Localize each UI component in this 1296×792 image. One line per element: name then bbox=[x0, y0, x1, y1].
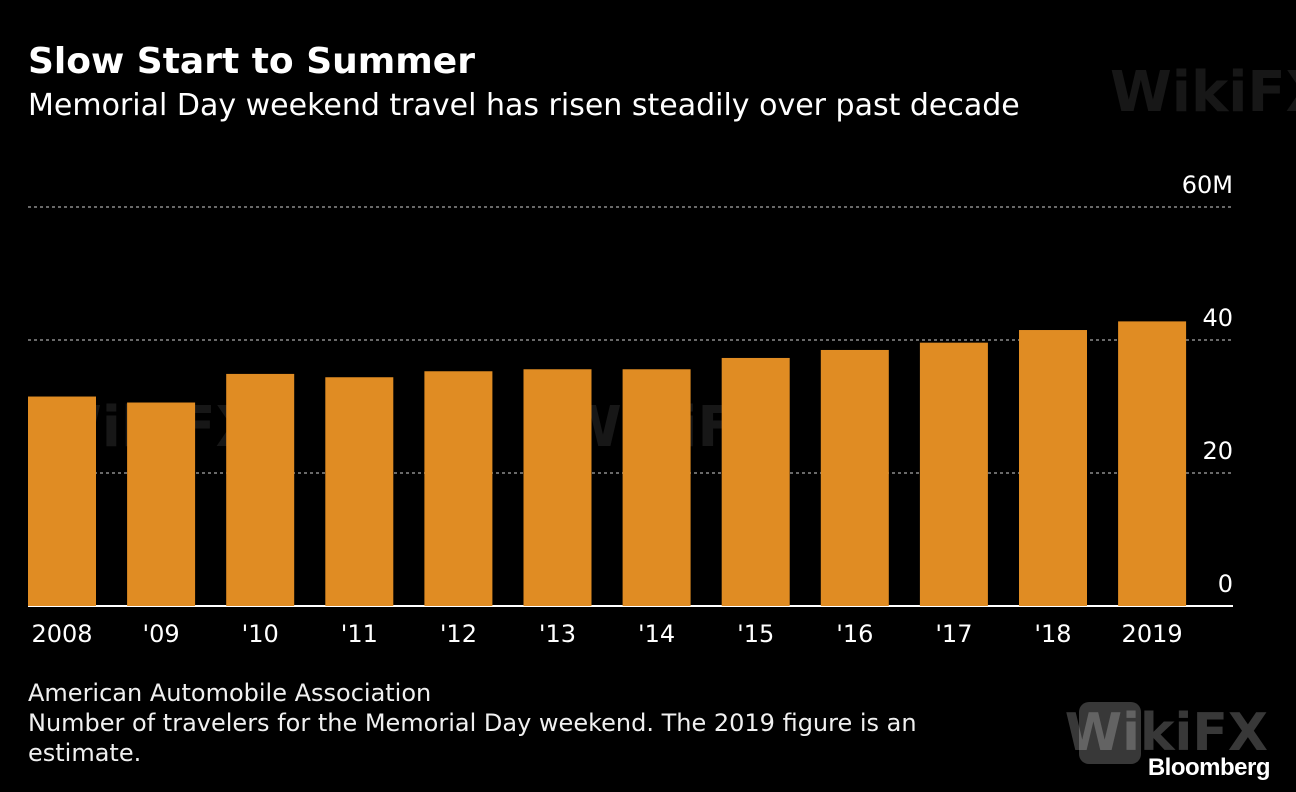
x-tick-label: '09 bbox=[143, 620, 180, 648]
x-tick-label: '11 bbox=[341, 620, 378, 648]
x-tick-label: '15 bbox=[737, 620, 774, 648]
x-tick-label: '18 bbox=[1034, 620, 1071, 648]
bar bbox=[523, 369, 592, 606]
chart-subtitle: Memorial Day weekend travel has risen st… bbox=[28, 88, 1020, 123]
x-tick-label: 2008 bbox=[31, 620, 92, 648]
x-tick-label: 2019 bbox=[1122, 620, 1183, 648]
bar bbox=[226, 373, 295, 606]
x-tick-label: '10 bbox=[242, 620, 279, 648]
x-tick-label: '12 bbox=[440, 620, 477, 648]
watermark-logo-text: WikiFX bbox=[1064, 703, 1268, 763]
chart-title: Slow Start to Summer bbox=[28, 41, 475, 82]
wikifx-logo-icon bbox=[1079, 702, 1141, 764]
x-tick-label: '16 bbox=[836, 620, 873, 648]
x-tick-label: '14 bbox=[638, 620, 675, 648]
y-tick-label: 60M bbox=[1182, 171, 1233, 199]
bar bbox=[1019, 330, 1087, 606]
bar bbox=[622, 369, 691, 606]
bar bbox=[721, 357, 790, 606]
bar bbox=[325, 377, 394, 606]
x-tick-label: '13 bbox=[539, 620, 576, 648]
bar bbox=[1118, 321, 1187, 606]
y-tick-label: 20 bbox=[1202, 437, 1233, 465]
y-tick-label: 0 bbox=[1218, 570, 1233, 598]
x-tick-label: '17 bbox=[935, 620, 972, 648]
bar bbox=[424, 371, 493, 606]
y-tick-label: 40 bbox=[1202, 304, 1233, 332]
bar bbox=[28, 396, 96, 606]
bar bbox=[127, 402, 196, 606]
bar bbox=[820, 349, 889, 606]
footnote-text: Number of travelers for the Memorial Day… bbox=[28, 709, 917, 767]
bloomberg-logo: Bloomberg bbox=[1147, 754, 1271, 781]
source-text: American Automobile Association bbox=[28, 679, 432, 707]
bar bbox=[919, 342, 988, 606]
